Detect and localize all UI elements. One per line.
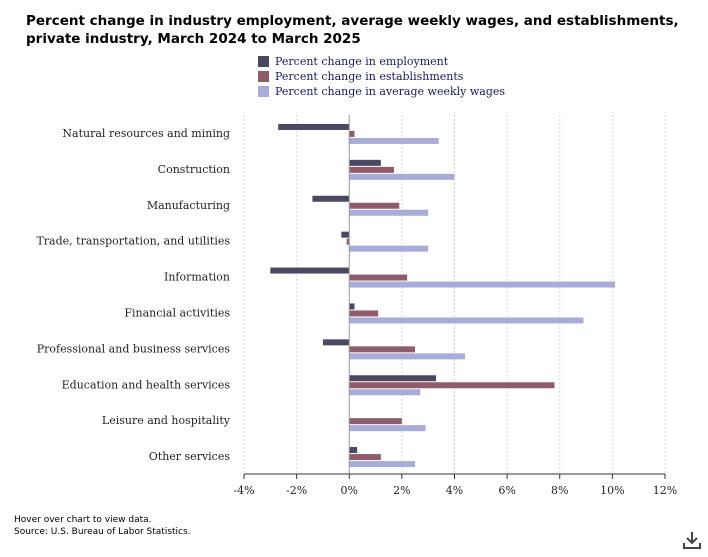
category-label: Construction [158, 163, 230, 176]
bar[interactable] [349, 317, 584, 324]
bar[interactable] [349, 173, 455, 180]
bar[interactable] [349, 447, 358, 454]
bar[interactable] [349, 159, 381, 166]
legend-label: Percent change in average weekly wages [275, 85, 506, 98]
bar[interactable] [349, 418, 402, 425]
category-label: Other services [149, 450, 231, 463]
legend: Percent change in employment Percent chan… [258, 54, 505, 99]
x-tick-label: 4% [446, 484, 463, 497]
bar[interactable] [349, 209, 429, 216]
x-tick-label: 0% [341, 484, 358, 497]
category-label: Information [164, 271, 230, 284]
category-label: Trade, transportation, and utilities [36, 235, 230, 248]
source-note: Source: U.S. Bureau of Labor Statistics. [14, 527, 191, 537]
x-tick-label: 10% [600, 484, 624, 497]
bar[interactable] [349, 281, 616, 288]
bar[interactable] [346, 238, 350, 245]
category-label: Education and health services [62, 378, 231, 391]
legend-swatch [258, 71, 269, 82]
category-label: Financial activities [124, 306, 230, 319]
category-label: Leisure and hospitality [102, 414, 231, 427]
bar[interactable] [278, 123, 350, 130]
bar[interactable] [341, 231, 350, 238]
bar[interactable] [349, 454, 381, 461]
legend-item[interactable]: Percent change in average weekly wages [258, 84, 505, 99]
x-tick-label: 8% [551, 484, 568, 497]
bar[interactable] [270, 267, 350, 274]
legend-item[interactable]: Percent change in establishments [258, 69, 505, 84]
bar[interactable] [349, 166, 394, 173]
bar[interactable] [349, 389, 421, 396]
bar[interactable] [349, 382, 555, 389]
bar[interactable] [349, 303, 355, 310]
bar[interactable] [349, 130, 355, 137]
legend-label: Percent change in establishments [275, 70, 464, 83]
x-tick-label: 2% [393, 484, 410, 497]
x-tick-label: -4% [233, 484, 254, 497]
x-tick-label: 12% [653, 484, 677, 497]
legend-item[interactable]: Percent change in employment [258, 54, 505, 69]
chart-title: Percent change in industry employment, a… [26, 13, 679, 47]
bar[interactable] [349, 202, 400, 209]
bar[interactable] [349, 137, 439, 144]
download-icon[interactable] [682, 530, 702, 550]
bar[interactable] [349, 461, 416, 468]
x-tick-label: -2% [286, 484, 307, 497]
legend-label: Percent change in employment [275, 55, 449, 68]
bar[interactable] [349, 375, 437, 382]
bar[interactable] [349, 245, 429, 252]
bar[interactable] [349, 425, 426, 432]
category-label: Manufacturing [147, 199, 230, 212]
legend-swatch [258, 86, 269, 97]
category-label: Professional and business services [37, 342, 231, 355]
bar[interactable] [349, 353, 466, 360]
x-tick-label: 6% [498, 484, 515, 497]
bar[interactable] [349, 274, 408, 281]
bar[interactable] [349, 310, 379, 317]
bar[interactable] [349, 346, 416, 353]
category-label: Natural resources and mining [62, 127, 230, 140]
bar[interactable] [312, 195, 350, 202]
bar[interactable] [322, 339, 350, 346]
hover-note: Hover over chart to view data. [14, 515, 152, 525]
legend-swatch [258, 56, 269, 67]
